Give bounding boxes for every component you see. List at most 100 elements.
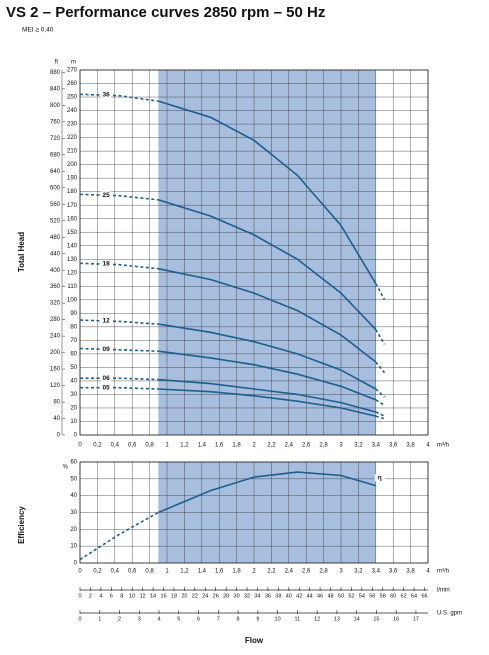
- curve: [375, 283, 386, 301]
- y2-tick-label: 600: [50, 185, 61, 191]
- y-tick-label: 20: [70, 527, 77, 533]
- flow-tick-label: 12: [140, 593, 146, 599]
- y-tick-label: 210: [67, 149, 78, 155]
- flow-tick-label: 6: [110, 593, 113, 599]
- y2-tick-label: 440: [50, 251, 61, 257]
- flow-tick-label: 48: [327, 593, 333, 599]
- curve: [158, 350, 377, 401]
- curve: [79, 93, 159, 102]
- y-tick-label: 110: [67, 284, 77, 290]
- y-axis-title: Efficiency: [17, 506, 26, 544]
- curve-label-bg: [101, 345, 112, 353]
- flow-tick-label: 0: [78, 593, 81, 599]
- flow-tick-label: 54: [359, 593, 365, 599]
- curve-label-bg: [374, 474, 385, 482]
- x-tick-label: 1,4: [198, 569, 207, 575]
- flow-tick-label: 24: [202, 593, 208, 599]
- x-tick-label: 3: [339, 569, 343, 575]
- curve: [375, 415, 385, 420]
- y2-tick-label: 40: [53, 416, 60, 422]
- y-tick-label: 150: [67, 230, 78, 236]
- y-tick-label: 130: [67, 257, 78, 263]
- x-unit: m³/h: [437, 443, 449, 449]
- flow-tick-label: 10: [129, 593, 135, 599]
- y2-tick-label: 200: [50, 350, 61, 356]
- curve-label: 12: [102, 317, 110, 324]
- x-tick-label: 3,2: [354, 569, 363, 575]
- x-tick-label: 0: [78, 569, 82, 575]
- flow-tick-label: 30: [234, 593, 240, 599]
- y2-tick-label: 400: [50, 268, 61, 274]
- y-tick-label: 30: [70, 392, 77, 398]
- flow-tick-label: 46: [317, 593, 323, 599]
- curve: [80, 377, 159, 381]
- x-tick-label: 0,4: [111, 443, 120, 449]
- y2-tick-label: 520: [50, 218, 61, 224]
- x-tick-label: 0,8: [145, 569, 154, 575]
- y2-tick-label: 360: [50, 284, 61, 290]
- flow-tick-label: 7: [217, 616, 220, 622]
- x-tick-label: 1,2: [180, 443, 189, 449]
- x-tick-label: 3,4: [372, 443, 381, 449]
- flow-tick-label: 22: [192, 593, 198, 599]
- flow-tick-label: 20: [181, 593, 187, 599]
- y2-tick-label: 840: [50, 86, 61, 92]
- curve: [375, 388, 386, 398]
- curve: [158, 267, 377, 363]
- flow-tick-label: 16: [160, 593, 166, 599]
- flow-tick-label: 62: [401, 593, 407, 599]
- flow-tick-label: 3: [138, 616, 141, 622]
- curve: [158, 199, 377, 331]
- x-tick-label: 2,2: [267, 569, 276, 575]
- x-tick-label: 3: [339, 443, 343, 449]
- flow-tick-label: 14: [150, 593, 156, 599]
- y-tick-label: 0: [74, 433, 78, 439]
- curve-label-bg: [101, 191, 112, 199]
- x-tick-label: 1,6: [215, 569, 224, 575]
- curve: [375, 361, 386, 374]
- flow-tick-label: 2: [89, 593, 92, 599]
- curve-label: η: [378, 474, 382, 481]
- flow-tick-label: 0: [78, 616, 81, 622]
- flow-tick-label: 2: [118, 616, 121, 622]
- flow-tick-label: 38: [275, 593, 281, 599]
- flow-tick-label: 34: [254, 593, 260, 599]
- y-tick-label: 180: [67, 189, 78, 195]
- y2-tick-label: 720: [50, 136, 61, 142]
- flow-tick-label: 44: [307, 593, 313, 599]
- y-tick-label: 70: [70, 338, 77, 344]
- x-tick-label: 1,8: [232, 569, 241, 575]
- flow-tick-label: 13: [334, 616, 340, 622]
- y2-tick-label: 640: [50, 169, 61, 175]
- x-axis-title: Flow: [245, 636, 264, 645]
- curve-label-bg: [101, 384, 112, 392]
- flow-tick-label: 42: [296, 593, 302, 599]
- curve: [375, 399, 385, 406]
- y-tick-label: 250: [67, 95, 78, 101]
- y2-tick-label: 680: [50, 152, 61, 158]
- y-tick-label: 170: [67, 203, 78, 209]
- curve-label-bg: [101, 317, 112, 325]
- x-tick-label: 2,4: [285, 443, 294, 449]
- y-tick-label: 240: [67, 108, 78, 114]
- y-tick-label: 120: [67, 270, 78, 276]
- x-tick-label: 1,6: [215, 443, 224, 449]
- flow-tick-label: 40: [286, 593, 292, 599]
- y2-tick-label: 240: [50, 334, 61, 340]
- gpm-unit: U.S. gpm: [437, 611, 462, 617]
- y2-tick-label: 560: [50, 202, 61, 208]
- x-tick-label: 3,6: [389, 569, 398, 575]
- flow-tick-label: 26: [213, 593, 219, 599]
- flow-tick-label: 12: [314, 616, 320, 622]
- flow-tick-label: 17: [413, 616, 419, 622]
- curve-label: 25: [102, 192, 110, 199]
- y-tick-label: 160: [67, 216, 78, 222]
- flow-tick-label: 28: [223, 593, 229, 599]
- curve: [80, 386, 159, 390]
- flow-tick-label: 11: [295, 616, 301, 622]
- y-tick-label: 190: [67, 176, 78, 182]
- y-tick-label: 40: [70, 379, 77, 385]
- x-tick-label: 4: [426, 569, 430, 575]
- x-tick-label: 2,2: [267, 443, 276, 449]
- x-tick-label: 0: [78, 443, 82, 449]
